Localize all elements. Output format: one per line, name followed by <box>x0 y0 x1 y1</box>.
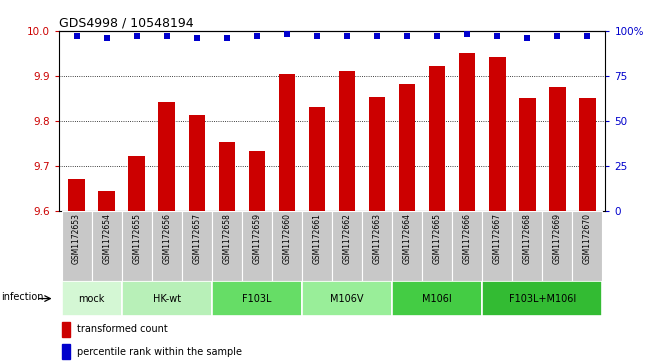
Text: GSM1172664: GSM1172664 <box>402 213 411 264</box>
Bar <box>158 102 175 211</box>
Bar <box>332 211 362 281</box>
Point <box>72 33 82 39</box>
Text: GSM1172668: GSM1172668 <box>523 213 532 264</box>
Point <box>161 33 172 39</box>
Text: M106V: M106V <box>330 294 364 303</box>
Text: HK-wt: HK-wt <box>153 294 181 303</box>
Point <box>282 32 292 37</box>
Point <box>432 33 443 39</box>
Bar <box>572 211 602 281</box>
Text: GSM1172663: GSM1172663 <box>372 213 381 264</box>
Bar <box>549 86 566 211</box>
Bar <box>219 142 235 211</box>
Bar <box>62 281 122 316</box>
Bar <box>339 71 355 211</box>
Bar <box>399 84 415 211</box>
Point <box>522 35 533 41</box>
Bar <box>302 281 392 316</box>
Bar <box>482 281 602 316</box>
Bar <box>62 211 92 281</box>
Bar <box>189 115 205 211</box>
Bar <box>98 191 115 211</box>
Text: M106I: M106I <box>422 294 452 303</box>
Bar <box>512 211 542 281</box>
Bar <box>152 211 182 281</box>
Bar <box>369 97 385 211</box>
Text: F103L: F103L <box>242 294 271 303</box>
Bar <box>392 211 422 281</box>
Bar <box>302 211 332 281</box>
Point <box>372 33 382 39</box>
Point <box>221 35 232 41</box>
Bar <box>122 281 212 316</box>
Text: GSM1172656: GSM1172656 <box>162 213 171 264</box>
Bar <box>272 211 302 281</box>
Bar <box>212 281 302 316</box>
Text: GSM1172655: GSM1172655 <box>132 213 141 264</box>
Bar <box>249 151 265 211</box>
Point <box>191 35 202 41</box>
Bar <box>128 156 145 211</box>
Bar <box>92 211 122 281</box>
Text: GSM1172658: GSM1172658 <box>223 213 231 264</box>
Text: infection: infection <box>1 292 44 302</box>
Bar <box>362 211 392 281</box>
Text: GSM1172669: GSM1172669 <box>553 213 562 264</box>
Text: GSM1172667: GSM1172667 <box>493 213 502 264</box>
Text: GSM1172653: GSM1172653 <box>72 213 81 264</box>
Text: GSM1172660: GSM1172660 <box>283 213 292 264</box>
Bar <box>212 211 242 281</box>
Bar <box>392 281 482 316</box>
Text: F103L+M106I: F103L+M106I <box>508 294 576 303</box>
Point <box>312 33 322 39</box>
Bar <box>452 211 482 281</box>
Text: GSM1172665: GSM1172665 <box>433 213 441 264</box>
Text: GSM1172661: GSM1172661 <box>312 213 322 264</box>
Bar <box>68 179 85 211</box>
Bar <box>519 98 536 211</box>
Text: GSM1172654: GSM1172654 <box>102 213 111 264</box>
Point <box>402 33 412 39</box>
Bar <box>122 211 152 281</box>
Text: transformed count: transformed count <box>77 325 167 334</box>
Text: GDS4998 / 10548194: GDS4998 / 10548194 <box>59 16 193 29</box>
Bar <box>309 107 326 211</box>
Bar <box>489 57 506 211</box>
Bar <box>182 211 212 281</box>
Text: GSM1172662: GSM1172662 <box>342 213 352 264</box>
Bar <box>579 98 596 211</box>
Bar <box>62 344 70 359</box>
Point <box>252 33 262 39</box>
Point <box>462 32 473 37</box>
Bar <box>482 211 512 281</box>
Text: percentile rank within the sample: percentile rank within the sample <box>77 347 242 357</box>
Text: GSM1172670: GSM1172670 <box>583 213 592 264</box>
Text: GSM1172659: GSM1172659 <box>253 213 262 264</box>
Point <box>132 33 142 39</box>
Text: GSM1172666: GSM1172666 <box>463 213 472 264</box>
Point <box>492 33 503 39</box>
Point <box>582 33 592 39</box>
Point <box>552 33 562 39</box>
Point <box>342 33 352 39</box>
Text: GSM1172657: GSM1172657 <box>192 213 201 264</box>
Bar <box>542 211 572 281</box>
Bar <box>459 53 475 211</box>
Bar <box>279 74 295 211</box>
Bar <box>242 211 272 281</box>
Text: mock: mock <box>79 294 105 303</box>
Point <box>102 35 112 41</box>
Bar <box>429 66 445 211</box>
Bar <box>62 322 70 337</box>
Bar <box>422 211 452 281</box>
